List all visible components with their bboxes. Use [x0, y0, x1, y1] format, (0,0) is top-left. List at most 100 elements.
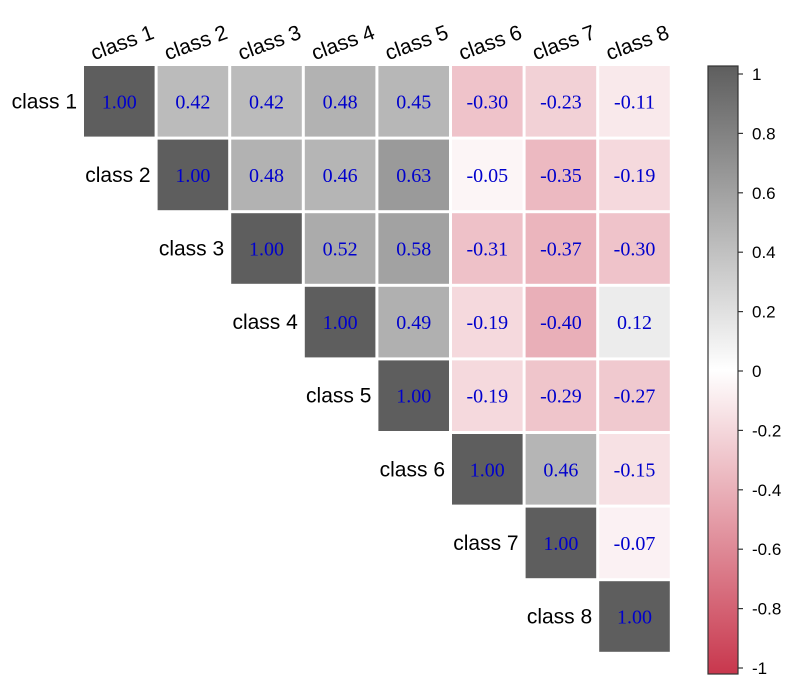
colorbar-ticks: 1 0.8 0.6 0.4 0.2 0 -0.2 -0.4 -0.6 -0.8 -1	[738, 65, 781, 678]
column-label: class 2	[161, 21, 230, 65]
cell-value-label: 0.46	[323, 165, 358, 187]
heatmap-cell	[525, 66, 597, 137]
cell-value-label: 1.00	[249, 239, 284, 261]
heatmap-cell	[599, 66, 670, 137]
row-label: class 3	[159, 238, 224, 261]
heatmap-cell	[378, 139, 449, 211]
cell-value-label: -0.07	[614, 533, 656, 555]
column-label: class 1	[88, 21, 157, 65]
cell-value-label: -0.30	[466, 91, 508, 113]
cell-value-label: 1.00	[617, 607, 652, 629]
cell-value-label: -0.37	[540, 239, 582, 261]
cell-value-label: -0.40	[540, 312, 582, 334]
cell-value-label: 0.12	[617, 312, 652, 334]
heatmap-cell	[304, 66, 376, 137]
heatmap-cell	[599, 434, 670, 505]
cell-value-label: 0.46	[543, 459, 578, 481]
column-label: class 6	[456, 21, 525, 65]
cell-value-label: -0.35	[540, 165, 582, 187]
column-label: class 3	[235, 21, 304, 65]
colorbar-tick-label: -0.4	[752, 481, 781, 500]
heatmap-cell	[157, 139, 229, 211]
cell-value-label: -0.30	[614, 239, 656, 261]
cell-value-label: 0.42	[249, 91, 284, 113]
heatmap-cell	[599, 581, 670, 652]
heatmap-cells: 1.00 0.42 0.42 0.48 0.45 -0.30 -0.23 -0.11 1.00 0…	[84, 66, 670, 652]
colorbar-tick-label: 0.8	[752, 124, 776, 143]
colorbar: 1 0.8 0.6 0.4 0.2 0 -0.2 -0.4 -0.6 -0.8 -1	[707, 65, 781, 678]
cell-value-label: -0.05	[466, 165, 508, 187]
colorbar-tick-label: 0	[752, 362, 761, 381]
heatmap-cell	[599, 213, 670, 284]
heatmap-cell	[452, 434, 523, 505]
heatmap-cell	[231, 66, 302, 137]
heatmap-cell	[452, 360, 523, 431]
heatmap-cell	[525, 507, 597, 579]
colorbar-tick-label: 0.6	[752, 184, 776, 203]
cell-value-label: -0.11	[614, 91, 655, 113]
heatmap-cell	[599, 139, 670, 211]
column-labels: class 1 class 2 class 3 class 4 class 5 class…	[88, 21, 672, 65]
colorbar-tick-label: -0.2	[752, 421, 781, 440]
cell-value-label: -0.31	[466, 239, 508, 261]
heatmap-cell	[378, 66, 449, 137]
colorbar-tick-label: -1	[752, 659, 767, 678]
cell-value-label: 0.63	[396, 165, 431, 187]
heatmap-cell	[231, 213, 302, 284]
row-label: class 4	[232, 311, 298, 334]
cell-value-label: 0.58	[396, 239, 431, 261]
heatmap-cell	[452, 213, 523, 284]
colorbar-tick-label: 1	[752, 65, 761, 84]
heatmap-cell	[599, 286, 670, 358]
cell-value-label: 0.52	[323, 239, 358, 261]
heatmap-cell	[525, 213, 597, 284]
cell-value-label: -0.19	[466, 312, 508, 334]
cell-value-label: -0.19	[614, 165, 656, 187]
heatmap-cell	[378, 286, 449, 358]
heatmap-cell	[231, 139, 302, 211]
heatmap-cell	[304, 139, 376, 211]
heatmap-cell	[525, 139, 597, 211]
row-label: class 8	[527, 606, 592, 629]
heatmap-cell	[378, 213, 449, 284]
cell-value-label: -0.19	[466, 386, 508, 408]
row-label: class 7	[453, 532, 518, 555]
heatmap-cell	[378, 360, 449, 431]
cell-value-label: 1.00	[396, 386, 431, 408]
column-label: class 5	[382, 21, 451, 65]
heatmap-cell	[452, 139, 523, 211]
heatmap-cell	[452, 66, 523, 137]
heatmap-cell	[157, 66, 229, 137]
cell-value-label: 1.00	[175, 165, 210, 187]
heatmap-cell	[525, 434, 597, 505]
column-label: class 8	[603, 21, 672, 65]
cell-value-label: 0.49	[396, 312, 431, 334]
cell-value-label: 1.00	[323, 312, 358, 334]
cell-value-label: 1.00	[543, 533, 578, 555]
row-label: class 5	[306, 385, 371, 408]
heatmap-cell	[84, 66, 155, 137]
heatmap-cell	[304, 213, 376, 284]
heatmap-cell	[304, 286, 376, 358]
colorbar-tick-label: 0.4	[752, 243, 776, 262]
cell-value-label: 1.00	[102, 91, 137, 113]
column-label: class 4	[309, 21, 379, 65]
cell-value-label: -0.29	[540, 386, 582, 408]
colorbar-tick-label: 0.2	[752, 303, 776, 322]
cell-value-label: 0.45	[396, 91, 431, 113]
row-label: class 6	[380, 458, 445, 481]
heatmap-cell	[525, 360, 597, 431]
cell-value-label: 0.48	[323, 91, 358, 113]
row-labels: class 1 class 2 class 3 class 4 class 5 class…	[12, 90, 593, 628]
colorbar-gradient	[707, 65, 739, 675]
heatmap-cell	[599, 507, 670, 579]
heatmap-cell	[525, 286, 597, 358]
row-label: class 1	[12, 90, 77, 113]
cell-value-label: 0.48	[249, 165, 284, 187]
cell-value-label: -0.23	[540, 91, 582, 113]
row-label: class 2	[85, 164, 150, 187]
colorbar-tick-label: -0.6	[752, 540, 781, 559]
column-label: class 7	[529, 21, 598, 65]
cell-value-label: -0.15	[614, 459, 656, 481]
